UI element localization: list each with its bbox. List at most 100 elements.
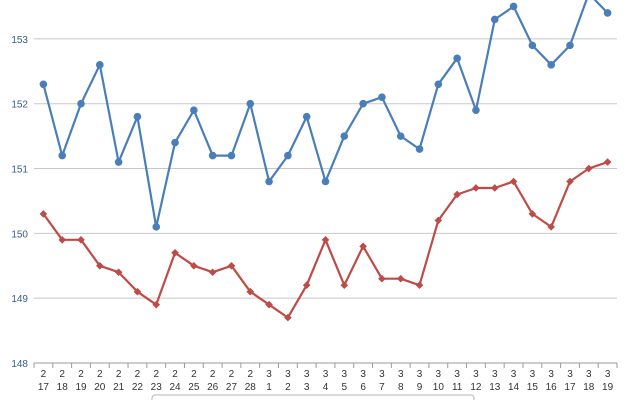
x-tick-day: 15 — [527, 382, 539, 393]
series-2-point — [378, 274, 386, 283]
x-tick-day: 14 — [508, 382, 520, 393]
series-2-point — [133, 287, 142, 296]
series-1-point — [340, 132, 349, 140]
x-tick-day: 4 — [323, 382, 329, 393]
x-tick-day: 17 — [38, 382, 50, 393]
series-1-point — [208, 151, 217, 160]
x-tick-month: 2 — [153, 369, 159, 380]
y-tick-label: 153 — [11, 35, 28, 46]
x-axis-tick-labels: 2172182192202212222232242252262272283132… — [38, 369, 614, 393]
series-group — [39, 0, 612, 322]
series-1-point — [246, 99, 255, 108]
x-tick-month: 3 — [530, 369, 536, 380]
series-2-point — [96, 261, 104, 270]
x-tick-month: 2 — [247, 369, 253, 380]
series-2-point — [509, 177, 518, 186]
x-tick-day: 28 — [245, 382, 257, 393]
x-tick-day: 25 — [188, 382, 200, 393]
series-1-point — [171, 138, 179, 147]
x-tick-month: 3 — [266, 369, 272, 380]
series-1-point — [566, 41, 574, 50]
x-tick-month: 3 — [436, 369, 442, 380]
x-tick-day: 19 — [75, 382, 87, 393]
x-tick-month: 3 — [605, 369, 611, 380]
series-1-point — [528, 41, 537, 50]
x-tick-month: 3 — [567, 369, 573, 380]
series-1-point — [359, 99, 367, 108]
series-2-point — [114, 268, 123, 277]
series-2-point — [284, 313, 292, 322]
series-1-point — [509, 2, 518, 11]
x-tick-month: 3 — [454, 369, 460, 380]
x-tick-month: 2 — [172, 369, 178, 380]
x-tick-day: 8 — [398, 382, 404, 393]
x-tick-day: 18 — [57, 382, 69, 393]
series-2 — [39, 158, 612, 322]
x-tick-day: 16 — [546, 382, 558, 393]
x-tick-month: 2 — [135, 369, 141, 380]
series-1-point — [378, 93, 386, 102]
x-tick-day: 2 — [285, 382, 291, 393]
series-2-point — [171, 249, 179, 257]
series-2-point — [584, 164, 593, 173]
series-2-point — [77, 236, 85, 244]
x-tick-month: 3 — [379, 369, 385, 380]
series-1-point — [190, 106, 198, 114]
x-tick-month: 2 — [78, 369, 84, 380]
series-2-point — [453, 190, 461, 199]
x-tick-day: 3 — [304, 382, 310, 393]
y-tick-label: 150 — [11, 229, 28, 240]
x-tick-day: 13 — [489, 382, 501, 393]
x-tick-day: 18 — [583, 382, 595, 393]
series-2-point — [340, 281, 349, 290]
x-tick-day: 12 — [470, 382, 482, 393]
series-1-point — [603, 9, 612, 17]
x-tick-day: 26 — [207, 382, 219, 393]
x-tick-day: 17 — [564, 382, 576, 393]
series-2-point — [603, 158, 612, 166]
series-1-point — [265, 177, 273, 186]
gridlines — [34, 38, 617, 364]
x-tick-day: 24 — [169, 382, 181, 393]
y-tick-label: 151 — [11, 165, 28, 176]
series-1 — [39, 0, 612, 231]
series-2-point — [396, 274, 405, 283]
x-axis — [33, 362, 618, 368]
y-axis-tick-labels: 148 149 150 151 152 153 — [11, 35, 28, 370]
series-2-point — [190, 261, 198, 270]
series-1-point — [472, 106, 480, 114]
series-1-point — [302, 112, 311, 121]
x-tick-day: 19 — [602, 382, 614, 393]
series-2-point — [490, 184, 499, 192]
x-tick-day: 23 — [151, 382, 163, 393]
series-1-point — [490, 15, 499, 24]
x-tick-month: 2 — [97, 369, 103, 380]
series-2-point — [58, 236, 67, 244]
x-tick-month: 3 — [304, 369, 310, 380]
series-2-point — [208, 268, 217, 277]
x-tick-month: 2 — [41, 369, 47, 380]
x-tick-day: 1 — [266, 382, 272, 393]
series-1-point — [114, 158, 123, 166]
series-1-point — [227, 151, 236, 160]
x-tick-month: 3 — [511, 369, 517, 380]
series-1-point — [321, 177, 330, 186]
x-tick-month: 3 — [360, 369, 366, 380]
series-2-point — [321, 236, 330, 244]
series-2-point — [434, 216, 443, 225]
series-1-point — [415, 145, 424, 153]
x-tick-month: 3 — [473, 369, 479, 380]
series-1-point — [133, 112, 142, 121]
y-tick-label: 152 — [11, 100, 28, 111]
x-tick-month: 3 — [323, 369, 329, 380]
series-2-point — [265, 300, 273, 309]
y-tick-label: 148 — [11, 359, 28, 370]
series-1-line — [42, 0, 609, 228]
series-2-point — [227, 261, 236, 270]
series-2-point — [302, 281, 311, 290]
series-2-point — [415, 281, 424, 290]
x-tick-month: 3 — [492, 369, 498, 380]
x-tick-month: 3 — [586, 369, 592, 380]
x-tick-month: 2 — [116, 369, 122, 380]
